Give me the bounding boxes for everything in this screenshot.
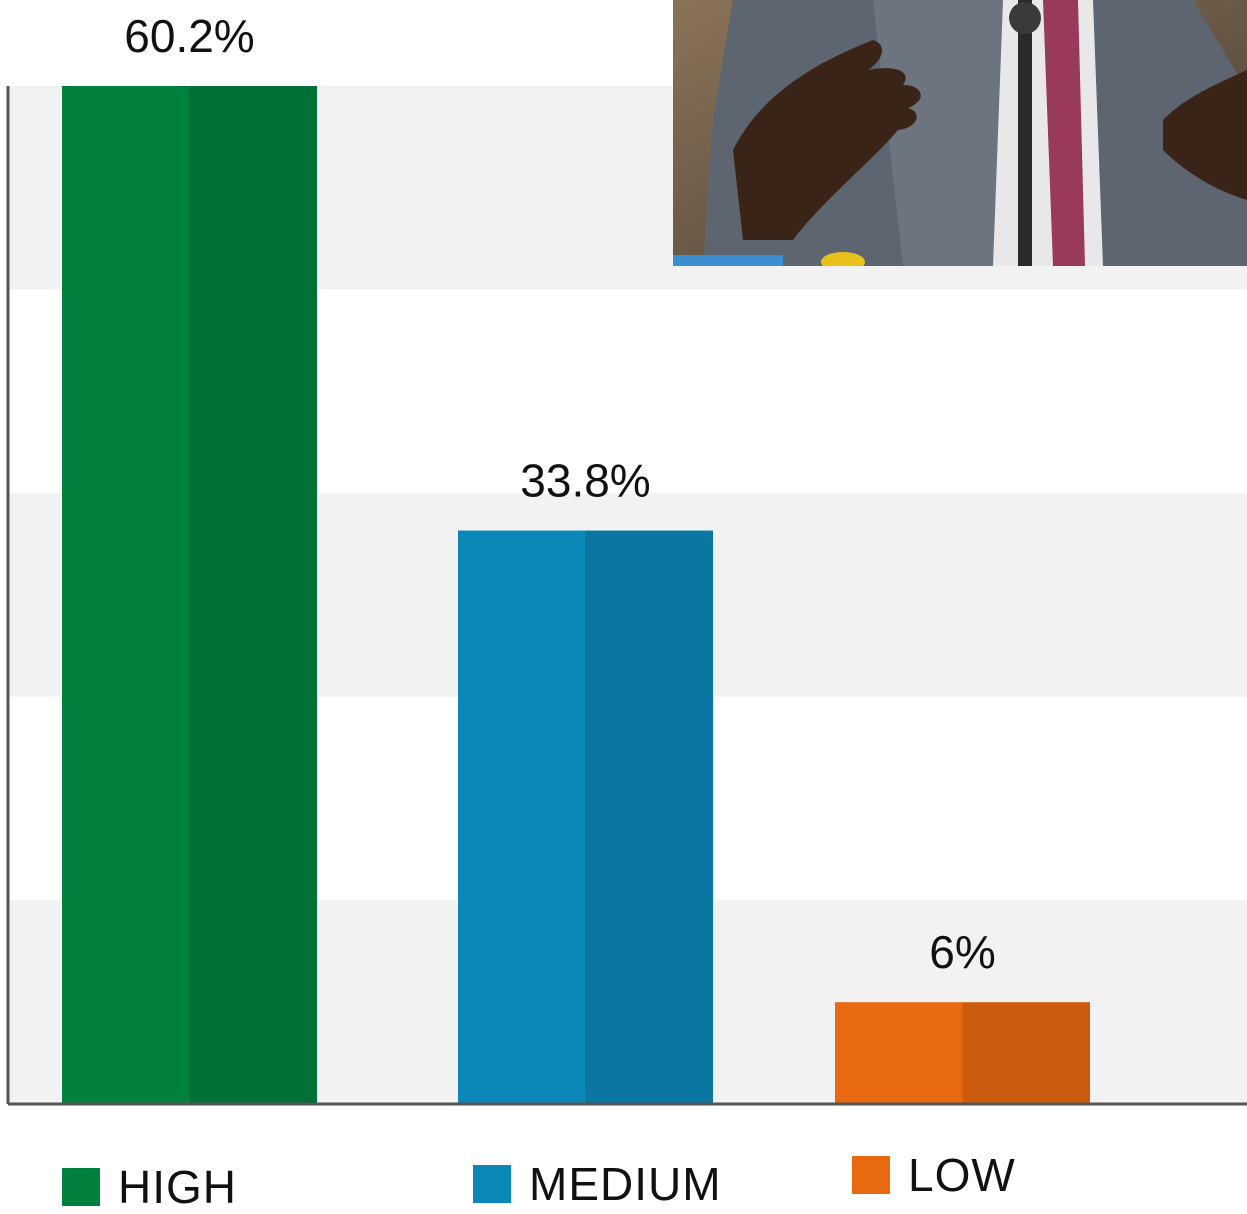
legend-item-high: HIGH: [62, 1160, 237, 1214]
data-labels-group: 60.2% 33.8% 6%: [124, 10, 995, 978]
legend-swatch-low: [852, 1156, 890, 1194]
legend-swatch-high: [62, 1168, 100, 1206]
bar-medium-dark-half: [585, 530, 713, 1104]
bar-low-light-half: [835, 1002, 963, 1104]
bar-low: [835, 1002, 1090, 1104]
legend-label-high: HIGH: [118, 1161, 237, 1213]
bar-medium-light-half: [458, 530, 586, 1104]
data-label-low: 6%: [929, 926, 995, 978]
legend-item-medium: MEDIUM: [473, 1157, 722, 1211]
data-label-medium: 33.8%: [520, 455, 650, 507]
legend-label-medium: MEDIUM: [529, 1158, 722, 1210]
bars-group: [62, 86, 1090, 1104]
bar-high: [62, 86, 317, 1104]
bar-low-dark-half: [962, 1002, 1090, 1104]
bar-medium: [458, 530, 713, 1104]
legend-swatch-medium: [473, 1165, 511, 1203]
speaker-photo: [673, 0, 1247, 266]
bar-high-light-half: [62, 86, 190, 1104]
bar-high-dark-half: [189, 86, 317, 1104]
legend-label-low: LOW: [908, 1149, 1016, 1201]
data-label-high: 60.2%: [124, 10, 254, 62]
legend-item-low: LOW: [852, 1148, 1016, 1202]
